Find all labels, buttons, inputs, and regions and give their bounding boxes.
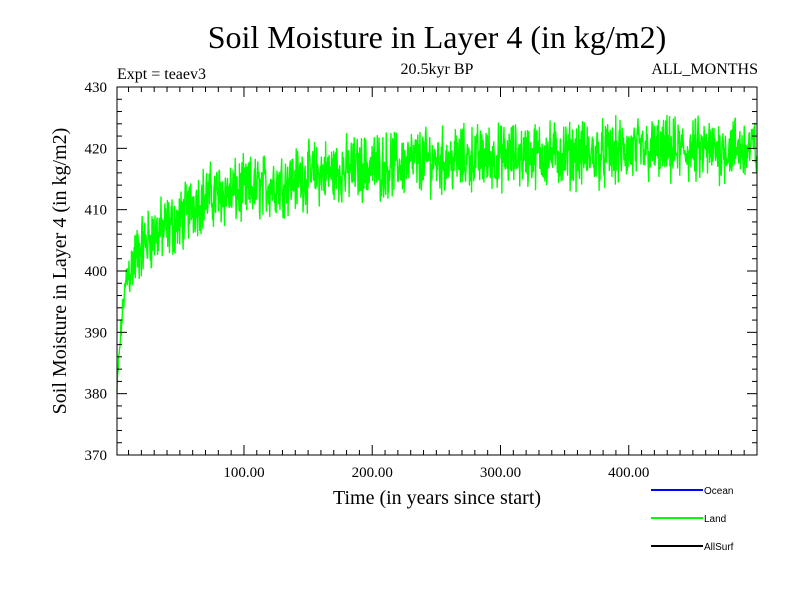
legend-label-allsurf: AllSurf (704, 542, 734, 553)
x-tick-label: 100.00 (223, 465, 264, 481)
legend-label-ocean: Ocean (704, 486, 733, 497)
x-tick-label: 400.00 (608, 465, 649, 481)
months-label: ALL_MONTHS (651, 61, 758, 78)
y-tick-label: 410 (85, 203, 108, 219)
x-axis-label: Time (in years since start) (333, 487, 541, 509)
y-tick-label: 400 (85, 264, 108, 280)
y-tick-label: 430 (85, 80, 108, 96)
x-tick-label: 300.00 (480, 465, 521, 481)
x-tick-label: 200.00 (352, 465, 393, 481)
y-tick-label: 420 (85, 141, 108, 157)
chart-title: Soil Moisture in Layer 4 (in kg/m2) (208, 19, 667, 55)
series-layer (116, 114, 758, 393)
chart-subtitle: 20.5kyr BP (401, 61, 474, 78)
experiment-label: Expt = teaev3 (117, 66, 206, 83)
legend-label-land: Land (704, 514, 726, 525)
y-tick-label: 380 (85, 387, 108, 403)
x-axis: 100.00 200.00 300.00 400.00 (128, 87, 745, 481)
y-axis: 370 380 390 400 410 420 430 (85, 80, 757, 464)
series-line-land (116, 114, 758, 393)
plot-area: 370 380 390 400 410 420 430 100.00 200.00 300.00… (85, 80, 758, 481)
y-tick-label: 390 (85, 325, 108, 341)
legend: Ocean Land AllSurf (651, 486, 734, 553)
y-axis-label: Soil Moisture in Layer 4 (in kg/m2) (49, 128, 71, 415)
y-tick-label: 370 (85, 448, 108, 464)
